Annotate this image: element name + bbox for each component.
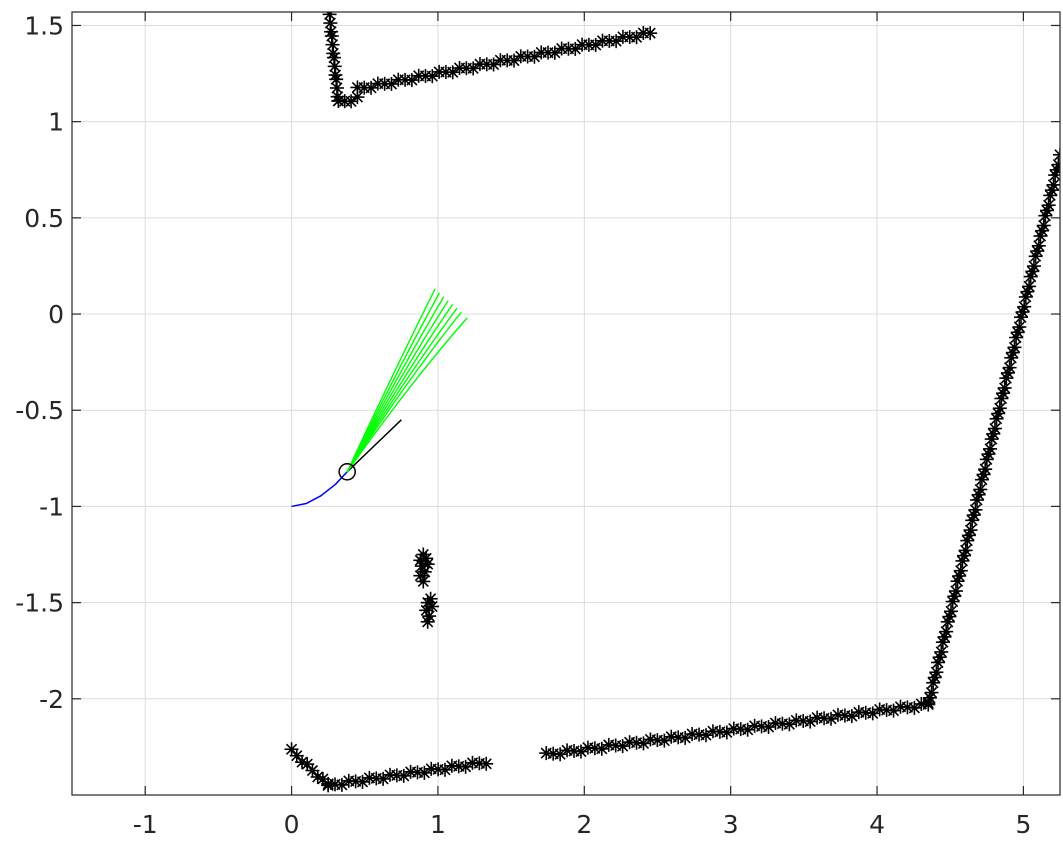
obstacle-point <box>973 482 988 497</box>
axes-box <box>71 11 1061 796</box>
obstacle-point <box>958 543 973 558</box>
x-tick-label: 4 <box>869 810 885 839</box>
obstacle-point <box>1051 157 1060 172</box>
obstacle-point <box>325 37 340 52</box>
obstacle-point <box>527 49 542 64</box>
obstacle-point <box>948 584 963 599</box>
robot-circle <box>338 462 356 481</box>
y-tick-labels: 1.5 1 0.5 0 -0.5 -1 -1.5 -2 <box>15 11 64 713</box>
heading-line <box>346 419 402 473</box>
y-tick-label: -2 <box>39 685 64 714</box>
obstacle-point <box>289 748 304 763</box>
obstacle-point <box>323 16 338 31</box>
candidate-trajectory <box>346 311 462 473</box>
candidate-trajectory <box>346 300 449 473</box>
x-tick-label: -1 <box>133 810 158 839</box>
obstacle-point <box>420 557 435 572</box>
obstacle-point <box>355 774 370 789</box>
obstacle-point <box>978 462 993 477</box>
obstacle-point <box>1036 218 1051 233</box>
y-tick-label: -0.5 <box>15 396 64 425</box>
grid <box>72 12 1060 795</box>
obstacle-point <box>1028 249 1043 264</box>
y-tick-label: -1 <box>39 492 64 521</box>
obstacle-point <box>324 28 339 43</box>
obstacle-point <box>479 756 494 771</box>
obstacle-point <box>1053 147 1060 162</box>
trajectory-line <box>291 471 348 508</box>
obstacle-point <box>987 421 1002 436</box>
x-tick-label: 2 <box>576 810 592 839</box>
x-tick-labels: -1 0 1 2 3 4 5 <box>133 810 1032 839</box>
obstacle-point <box>643 26 658 41</box>
obstacle-point <box>1017 299 1032 314</box>
obstacle-point <box>992 401 1007 416</box>
x-tick-label: 3 <box>723 810 739 839</box>
obstacle-point <box>1012 320 1027 335</box>
tick-marks <box>72 12 1060 795</box>
obstacle-point <box>939 624 954 639</box>
obstacle-point <box>968 502 983 517</box>
obstacle-point <box>416 574 431 589</box>
obstacle-point <box>629 30 644 45</box>
obstacle-point <box>1046 177 1060 192</box>
obstacle-point <box>284 742 299 757</box>
obstacle-point <box>983 441 998 456</box>
obstacle-point <box>1041 198 1056 213</box>
obstacle-point <box>934 644 949 659</box>
obstacle-point <box>924 685 939 700</box>
plot-area <box>284 12 1060 793</box>
obstacle-point <box>420 614 435 629</box>
y-tick-label: 1.5 <box>24 11 64 40</box>
obstacle-point <box>953 563 968 578</box>
obstacle-point <box>1002 360 1017 375</box>
obstacle-point <box>886 703 901 718</box>
y-tick-label: 1 <box>48 108 64 137</box>
candidate-trajectory <box>346 317 468 473</box>
y-tick-label: 0 <box>48 300 64 329</box>
obstacle-point <box>1031 238 1046 253</box>
obstacle-point <box>1007 340 1022 355</box>
obstacle-point <box>458 759 473 774</box>
x-tick-label: 1 <box>430 810 446 839</box>
candidate-trajectory <box>346 307 458 473</box>
obstacle-point <box>425 69 440 84</box>
obstacle-point <box>929 665 944 680</box>
candidate-trajectory <box>346 304 454 473</box>
obstacle-point <box>944 604 959 619</box>
obstacle-point <box>963 523 978 538</box>
obstacle-point <box>997 380 1012 395</box>
obstacle-point <box>922 690 937 705</box>
x-tick-label: 5 <box>1015 810 1031 839</box>
obstacle-point <box>1022 279 1037 294</box>
obstacle-point <box>1026 259 1041 274</box>
y-tick-label: 0.5 <box>24 204 64 233</box>
obstacle-point <box>329 80 344 95</box>
obstacle-point <box>327 59 342 74</box>
y-tick-label: -1.5 <box>15 589 64 618</box>
x-tick-label: 0 <box>284 810 300 839</box>
obstacle-point <box>1039 203 1054 218</box>
